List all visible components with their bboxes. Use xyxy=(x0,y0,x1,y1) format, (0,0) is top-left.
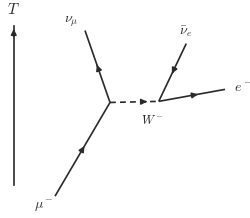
Text: $e^-$: $e^-$ xyxy=(234,81,250,95)
Text: $T$: $T$ xyxy=(7,2,20,17)
Text: $\nu_{\mu}$: $\nu_{\mu}$ xyxy=(64,15,78,29)
Text: $\bar{\nu}_{e}$: $\bar{\nu}_{e}$ xyxy=(180,24,193,39)
Text: $W^-$: $W^-$ xyxy=(141,114,164,128)
Text: $\mu^-$: $\mu^-$ xyxy=(34,198,54,214)
